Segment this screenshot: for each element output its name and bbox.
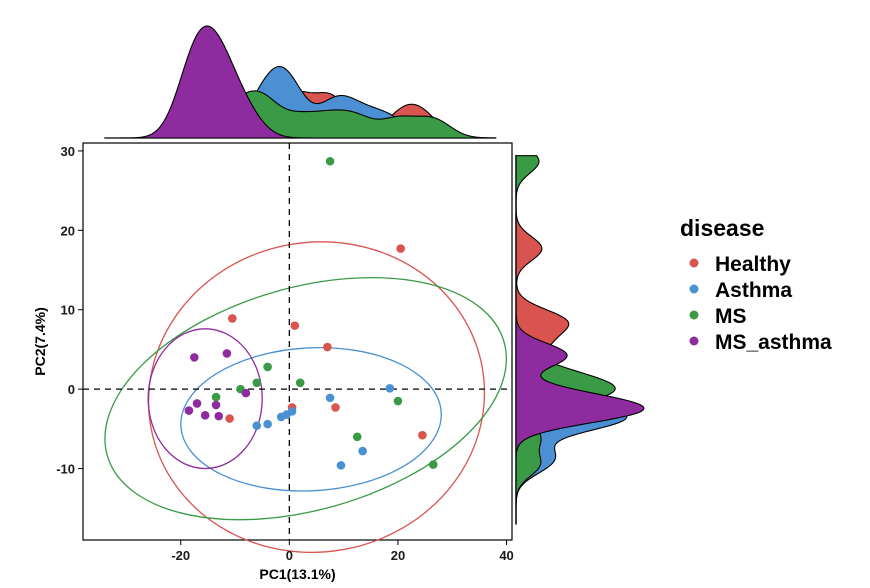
legend-items: Healthy Asthma MS MS_asthma	[689, 253, 832, 354]
point-ms	[325, 156, 335, 166]
ellipse-ms	[104, 276, 508, 521]
legend-title: disease	[680, 215, 764, 241]
y-tick-label: 30	[61, 144, 75, 159]
point-healthy	[331, 403, 340, 412]
point-ms	[211, 392, 221, 402]
point-ms_asthma	[211, 400, 221, 410]
x-tick-label: -20	[171, 548, 190, 563]
plot-frame	[82, 142, 513, 541]
confidence-ellipses	[104, 241, 508, 553]
legend-key-ms_asthma	[689, 336, 699, 346]
legend-key-healthy	[689, 258, 699, 268]
point-asthma	[287, 407, 297, 416]
right-marginal-density	[515, 154, 645, 525]
y-tick-label: 20	[61, 223, 75, 238]
legend-label-healthy: Healthy	[715, 253, 791, 276]
point-ms	[252, 378, 262, 388]
point-healthy	[418, 430, 427, 440]
top-marginal-density	[104, 25, 497, 139]
right-density-ms_asthma	[515, 155, 645, 525]
top-density-ms_asthma	[104, 25, 496, 139]
reference-lines	[83, 143, 512, 540]
point-ms_asthma	[241, 388, 251, 398]
y-axis-title: PC2(7.4%)	[32, 307, 48, 375]
point-ms_asthma	[190, 353, 199, 362]
ellipse-ms_asthma	[147, 328, 263, 470]
point-ms_asthma	[200, 411, 210, 420]
y-tick-label: 10	[61, 303, 75, 318]
point-ms	[352, 432, 362, 442]
point-ms_asthma	[192, 399, 202, 408]
point-healthy	[225, 414, 234, 423]
ellipse-healthy	[147, 241, 486, 553]
point-asthma	[358, 446, 367, 456]
point-healthy	[228, 314, 237, 323]
x-tick-label: 0	[286, 548, 293, 563]
x-tick-label: 20	[391, 548, 405, 563]
x-axis-title: PC1(13.1%)	[259, 566, 335, 582]
axes: -20 0 20 40 -10 0 10 20 30	[56, 144, 514, 563]
point-asthma	[252, 421, 262, 430]
y-tick-label: 0	[68, 382, 75, 397]
data-points	[184, 156, 438, 470]
point-ms_asthma	[184, 406, 194, 415]
point-ms	[295, 378, 305, 388]
legend-label-ms_asthma: MS_asthma	[715, 331, 832, 354]
legend: disease Healthy Asthma MS MS_asthma	[680, 215, 832, 354]
legend-label-asthma: Asthma	[715, 279, 792, 302]
legend-key-asthma	[689, 284, 699, 294]
point-ms_asthma	[222, 349, 232, 358]
point-ms	[428, 460, 438, 469]
point-healthy	[396, 244, 405, 253]
point-ms	[393, 396, 403, 406]
legend-key-ms	[689, 310, 699, 320]
legend-label-ms: MS	[715, 305, 747, 328]
point-asthma	[336, 461, 346, 470]
main-plot-panel	[82, 142, 513, 553]
ellipse-asthma	[180, 346, 442, 492]
point-asthma	[263, 419, 272, 429]
point-healthy	[323, 342, 332, 352]
point-ms	[263, 362, 272, 372]
point-asthma	[385, 384, 395, 393]
x-tick-label: 40	[499, 548, 513, 563]
y-tick-label: -10	[56, 462, 75, 477]
point-healthy	[290, 321, 300, 330]
point-ms_asthma	[214, 411, 224, 421]
point-asthma	[325, 393, 335, 403]
